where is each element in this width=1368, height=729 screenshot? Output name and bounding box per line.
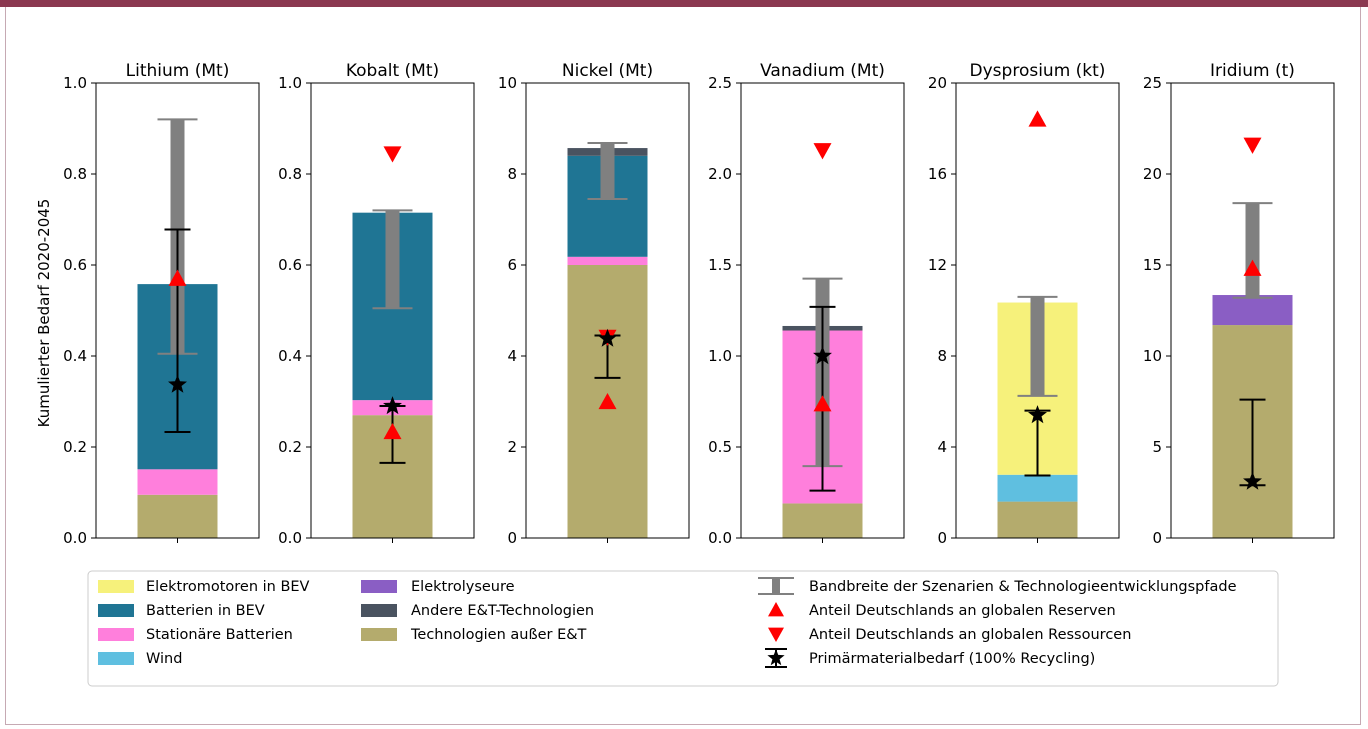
y-tick-label: 10 xyxy=(498,74,517,92)
y-tick-label: 0.4 xyxy=(63,347,87,365)
legend-swatch xyxy=(98,580,134,593)
y-tick-label: 25 xyxy=(1143,74,1162,92)
legend-range-symbol xyxy=(772,578,780,594)
y-tick-label: 2.5 xyxy=(708,74,732,92)
y-tick-label: 0.4 xyxy=(278,347,302,365)
y-tick-label: 12 xyxy=(928,256,947,274)
resources-marker xyxy=(384,146,402,162)
bar-segment-ausser_et xyxy=(998,502,1078,538)
y-tick-label: 0.6 xyxy=(63,256,87,274)
y-tick-label: 2.0 xyxy=(708,165,732,183)
panel-title: Nickel (Mt) xyxy=(562,61,653,81)
y-tick-label: 2 xyxy=(507,438,517,456)
legend-swatch xyxy=(361,580,397,593)
bar-segment-wind xyxy=(998,475,1078,502)
y-tick-label: 0.0 xyxy=(63,529,87,547)
legend-swatch xyxy=(98,652,134,665)
y-tick-label: 0.8 xyxy=(278,165,302,183)
legend-label: Elektromotoren in BEV xyxy=(146,579,310,595)
panel-title: Dysprosium (kt) xyxy=(970,61,1106,81)
y-tick-label: 10 xyxy=(1143,347,1162,365)
y-tick-label: 8 xyxy=(507,165,517,183)
y-tick-label: 0 xyxy=(1152,529,1162,547)
panel-2: 0.0 0.2 0.4 0.6 0.8 1.0 Kobalt (Mt) xyxy=(278,61,474,547)
legend-label: Anteil Deutschlands an globalen Reserven xyxy=(809,603,1116,619)
y-tick-label: 1.0 xyxy=(708,347,732,365)
legend-swatch xyxy=(98,628,134,641)
y-tick-label: 16 xyxy=(928,165,947,183)
legend: Elektromotoren in BEV Batterien in BEV Sta… xyxy=(88,571,1278,686)
legend-label: Stationäre Batterien xyxy=(146,627,293,643)
y-tick-label: 0.2 xyxy=(278,438,302,456)
legend-label: Wind xyxy=(146,651,182,667)
panel-5: 0 4 8 12 16 20 Dysprosium (kt) xyxy=(928,61,1119,547)
y-tick-label: 5 xyxy=(1152,438,1162,456)
panel-4: 0.0 0.5 1.0 1.5 2.0 2.5 Vanadium (Mt) xyxy=(708,61,904,547)
y-tick-label: 0.8 xyxy=(63,165,87,183)
legend-label: Technologien außer E&T xyxy=(410,627,587,643)
y-tick-label: 20 xyxy=(928,74,947,92)
y-tick-label: 4 xyxy=(507,347,517,365)
legend-swatch xyxy=(361,604,397,617)
y-tick-label: 0 xyxy=(507,529,517,547)
bar-segment-stationaere_batterien xyxy=(138,469,218,494)
panel-title: Iridium (t) xyxy=(1210,61,1295,81)
panel-title: Vanadium (Mt) xyxy=(760,61,885,81)
legend-swatch xyxy=(98,604,134,617)
legend-label: Elektrolyseure xyxy=(411,579,515,595)
y-tick-label: 0.0 xyxy=(708,529,732,547)
y-tick-label: 0.5 xyxy=(708,438,732,456)
reserves-marker xyxy=(1029,110,1047,126)
y-tick-label: 0.6 xyxy=(278,256,302,274)
y-tick-label: 0 xyxy=(937,529,947,547)
resources-marker xyxy=(814,143,832,159)
legend-label: Bandbreite der Szenarien & Technologieen… xyxy=(809,579,1237,595)
bar-segment-ausser_et xyxy=(783,503,863,538)
legend-label: Andere E&T-Technologien xyxy=(411,603,594,619)
legend-label: Primärmaterialbedarf (100% Recycling) xyxy=(809,651,1095,667)
panel-title: Kobalt (Mt) xyxy=(346,61,439,81)
y-tick-label: 8 xyxy=(937,347,947,365)
legend-label: Anteil Deutschlands an globalen Ressourc… xyxy=(809,627,1131,643)
y-tick-label: 1.0 xyxy=(63,74,87,92)
legend-swatch xyxy=(361,628,397,641)
y-tick-label: 0.2 xyxy=(63,438,87,456)
range-bar xyxy=(601,143,615,199)
resources-marker xyxy=(1244,138,1262,154)
legend-label: Batterien in BEV xyxy=(146,603,265,619)
panel-3: 0 2 4 6 8 10 Nickel (Mt) xyxy=(498,61,689,547)
bar-segment-elektrolyseure xyxy=(1213,295,1293,325)
y-tick-label: 1.0 xyxy=(278,74,302,92)
y-tick-label: 15 xyxy=(1143,256,1162,274)
y-tick-label: 20 xyxy=(1143,165,1162,183)
range-bar xyxy=(386,210,400,308)
range-bar xyxy=(1031,297,1045,396)
y-axis-label: Kumulierter Bedarf 2020-2045 xyxy=(35,199,53,428)
panel-title: Lithium (Mt) xyxy=(126,61,230,81)
bar-segment-ausser_et xyxy=(138,495,218,538)
bar-segment-stationaere_batterien xyxy=(568,257,648,265)
y-tick-label: 0.0 xyxy=(278,529,302,547)
y-tick-label: 6 xyxy=(507,256,517,274)
y-tick-label: 1.5 xyxy=(708,256,732,274)
range-bar xyxy=(1246,203,1260,298)
panel-6: 0 5 10 15 20 25 Iridium (t) xyxy=(1143,61,1334,547)
y-tick-label: 4 xyxy=(937,438,947,456)
panel-1: 0.0 0.2 0.4 0.6 0.8 1.0 Lithium (Mt) xyxy=(63,61,259,547)
